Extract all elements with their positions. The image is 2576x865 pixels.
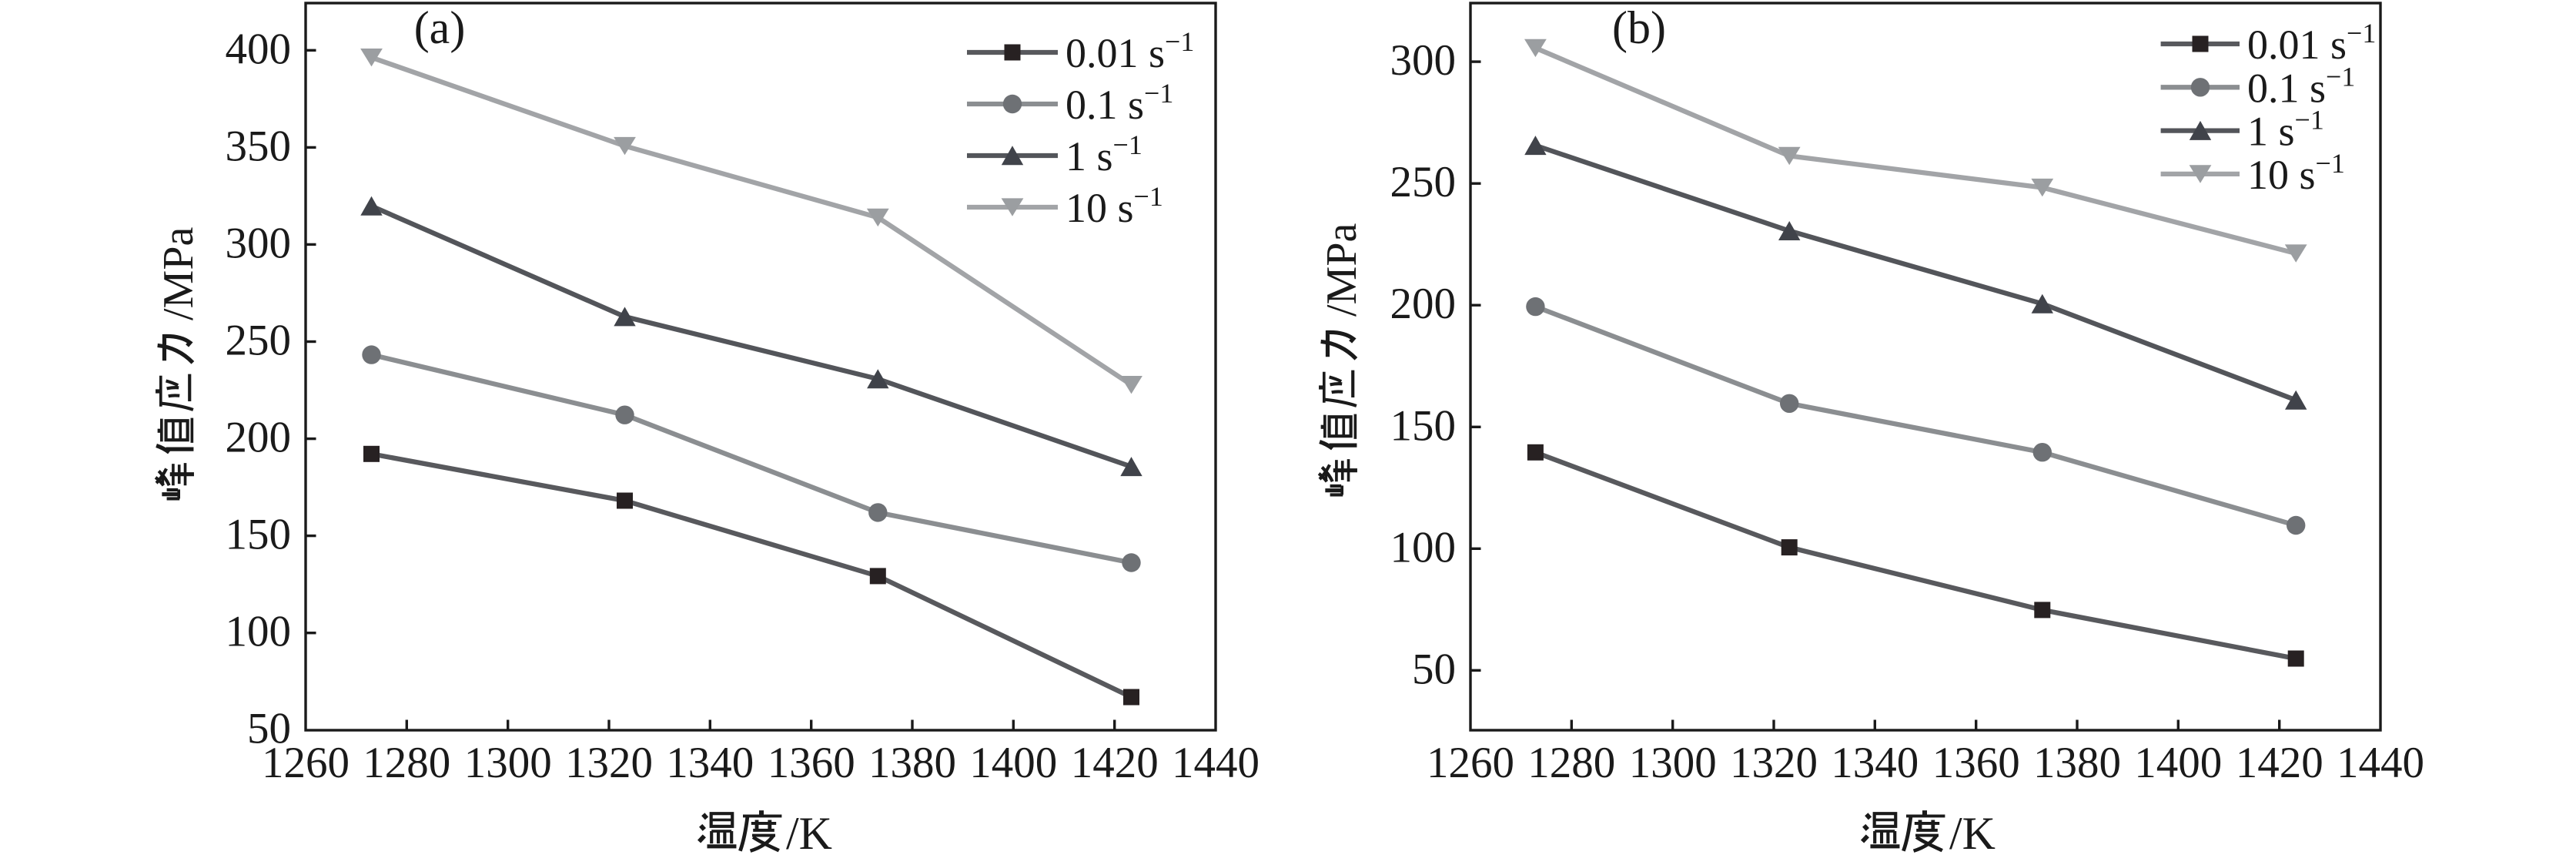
svg-text:1420: 1420 [2236, 739, 2323, 787]
svg-text:200: 200 [226, 414, 292, 462]
svg-text:1400: 1400 [969, 739, 1057, 787]
svg-text:50: 50 [247, 705, 291, 753]
svg-text:250: 250 [226, 317, 292, 365]
svg-text:1440: 1440 [1172, 739, 1260, 787]
svg-text:1280: 1280 [1527, 739, 1615, 787]
svg-text:/K: /K [1949, 808, 1996, 859]
svg-text:10 s−1: 10 s−1 [1066, 181, 1163, 231]
svg-text:(a): (a) [414, 2, 466, 53]
svg-text:1260: 1260 [262, 739, 350, 787]
svg-text:400: 400 [226, 25, 292, 73]
svg-text:1320: 1320 [565, 739, 653, 787]
svg-text:(b): (b) [1612, 2, 1666, 53]
svg-text:1320: 1320 [1730, 739, 1818, 787]
svg-text:0.1 s−1: 0.1 s−1 [1066, 78, 1173, 128]
svg-text:1420: 1420 [1071, 739, 1159, 787]
svg-text:100: 100 [1390, 523, 1457, 572]
svg-text:1340: 1340 [666, 739, 754, 787]
svg-text:250: 250 [1390, 158, 1457, 206]
svg-text:/MPa: /MPa [1318, 223, 1366, 317]
svg-text:1400: 1400 [2134, 739, 2222, 787]
svg-text:200: 200 [1390, 280, 1457, 328]
svg-text:/K: /K [786, 808, 832, 859]
svg-text:100: 100 [226, 608, 292, 656]
svg-text:350: 350 [226, 122, 292, 170]
svg-text:1360: 1360 [1932, 739, 2020, 787]
svg-text:1300: 1300 [464, 739, 552, 787]
svg-text:1340: 1340 [1831, 739, 1919, 787]
svg-text:150: 150 [1390, 401, 1457, 450]
svg-text:150: 150 [226, 511, 292, 559]
svg-text:1380: 1380 [2033, 739, 2121, 787]
svg-text:1380: 1380 [868, 739, 956, 787]
svg-text:300: 300 [226, 219, 292, 267]
svg-text:50: 50 [1412, 645, 1456, 693]
svg-text:1440: 1440 [2337, 739, 2424, 787]
svg-text:1260: 1260 [1427, 739, 1514, 787]
svg-text:0.01 s−1: 0.01 s−1 [1066, 26, 1194, 76]
svg-text:1300: 1300 [1629, 739, 1717, 787]
svg-text:/MPa: /MPa [155, 227, 202, 320]
svg-text:300: 300 [1390, 36, 1457, 85]
svg-text:1280: 1280 [363, 739, 450, 787]
svg-text:1360: 1360 [768, 739, 855, 787]
